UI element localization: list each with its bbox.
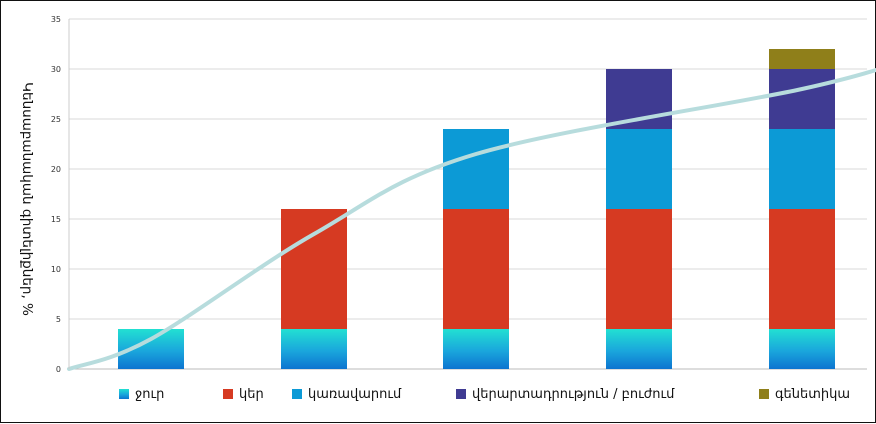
legend: ջուր կեր կառավարում վերարտադրություն / բուժ…	[119, 387, 850, 402]
y-axis: 0 5 10 15 20 25 30 35	[51, 15, 70, 374]
bar-segment	[769, 69, 835, 129]
y-tick-label: 5	[56, 315, 61, 324]
legend-label: վերարտադրություն / բուժում	[472, 387, 675, 402]
bar-segment	[769, 49, 835, 69]
bars-layer	[118, 49, 835, 369]
legend-label: ջուր	[135, 387, 164, 402]
bar-segment	[769, 329, 835, 369]
y-tick-label: 35	[51, 15, 61, 24]
y-tick-label: 30	[51, 65, 61, 74]
legend-label: կեր	[239, 387, 264, 402]
legend-swatch	[223, 389, 233, 399]
bar-segment	[769, 129, 835, 209]
trend-curve	[67, 67, 876, 371]
bar-segment	[281, 329, 347, 369]
bar-segment	[443, 129, 509, 209]
bar-segment	[443, 209, 509, 329]
legend-label: կառավարում	[308, 387, 402, 402]
legend-label: գենետիկա	[775, 387, 850, 402]
bar-segment	[606, 129, 672, 209]
legend-swatch	[292, 389, 302, 399]
y-tick-label: 25	[51, 115, 61, 124]
legend-swatch	[759, 389, 769, 399]
y-tick-label: 20	[51, 165, 61, 174]
y-tick-label: 10	[51, 265, 61, 274]
legend-swatch	[456, 389, 466, 399]
bar-segment	[281, 209, 347, 329]
y-axis-title: Կենսաբանական գիտելիքներ, %	[19, 82, 35, 316]
y-tick-label: 15	[51, 215, 61, 224]
y-tick-label: 0	[56, 365, 61, 374]
bar-segment	[606, 329, 672, 369]
bar-segment	[769, 209, 835, 329]
bar-segment	[443, 329, 509, 369]
bar-segment	[606, 209, 672, 329]
legend-swatch	[119, 389, 129, 399]
